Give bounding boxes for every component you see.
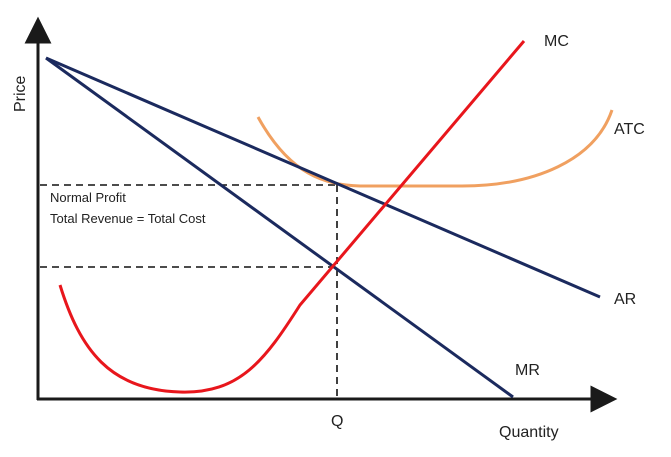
mc-label: MC: [544, 33, 569, 50]
mr-line: [45, 56, 514, 399]
mc-curve: [58, 40, 526, 394]
ar-line: [45, 56, 601, 299]
ar-label: AR: [614, 291, 636, 308]
normal-profit-label: Normal Profit: [50, 190, 126, 205]
atc-label: ATC: [614, 121, 645, 138]
x-axis-label: Quantity: [499, 424, 559, 441]
y-axis-label: Price: [12, 75, 29, 112]
atc-curve: [256, 109, 614, 188]
mr-label: MR: [515, 362, 540, 379]
total-revenue-equals-total-cost-label: Total Revenue = Total Cost: [50, 211, 206, 226]
quantity-marker-q: Q: [331, 413, 343, 430]
